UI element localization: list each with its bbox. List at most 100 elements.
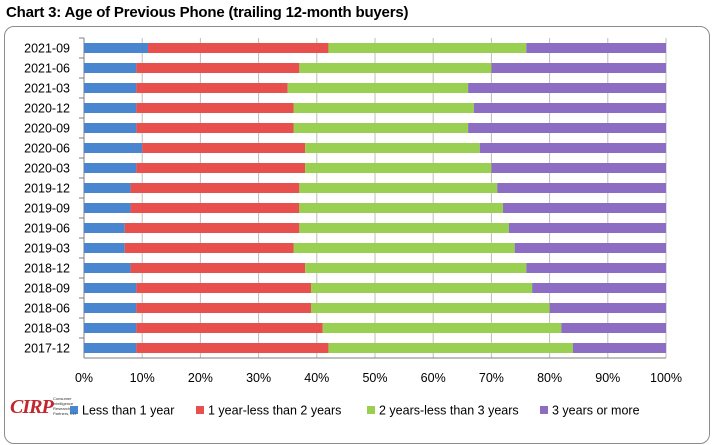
x-tick-label: 30% xyxy=(246,371,271,385)
x-tick-label: 10% xyxy=(130,371,155,385)
legend-label: Less than 1 year xyxy=(82,404,174,418)
y-tick-label: 2018-12 xyxy=(24,262,70,276)
bar-segment xyxy=(136,123,294,133)
svg-text:Research: Research xyxy=(53,406,70,411)
bar-segment xyxy=(322,323,562,333)
y-tick-label: 2021-06 xyxy=(24,62,70,76)
bar-segment xyxy=(84,183,131,193)
bar-segment xyxy=(305,263,527,273)
legend-label: 3 years or more xyxy=(552,404,640,418)
bar-segment xyxy=(148,43,329,53)
legend-label: 1 year-less than 2 years xyxy=(208,404,341,418)
svg-text:Intelligence: Intelligence xyxy=(53,401,74,406)
bar-segment xyxy=(328,343,573,353)
bar-segment xyxy=(84,263,131,273)
bar-segment xyxy=(305,143,480,153)
bar-segment xyxy=(84,223,125,233)
x-tick-label: 50% xyxy=(362,371,387,385)
y-tick-label: 2021-03 xyxy=(24,82,70,96)
y-tick-label: 2020-12 xyxy=(24,102,70,116)
bar-segment xyxy=(293,123,469,133)
y-tick-label: 2021-09 xyxy=(24,42,70,56)
bar-segment xyxy=(497,183,666,193)
bar-segment xyxy=(287,83,469,93)
bar-segment xyxy=(84,283,137,293)
y-tick-label: 2019-03 xyxy=(24,242,70,256)
y-tick-label: 2019-06 xyxy=(24,222,70,236)
legend-swatch xyxy=(540,406,548,414)
bar-segment xyxy=(84,163,137,173)
bar-segment xyxy=(136,343,329,353)
y-tick-label: 2017-12 xyxy=(24,342,70,356)
bar-segment xyxy=(572,343,666,353)
x-tick-label: 60% xyxy=(421,371,446,385)
bar-segment xyxy=(532,283,666,293)
bar-segment xyxy=(136,303,311,313)
bar-segment xyxy=(526,43,666,53)
bar-segment xyxy=(84,103,137,113)
bar-segment xyxy=(561,323,666,333)
bar-segment xyxy=(468,123,666,133)
svg-text:Consumer: Consumer xyxy=(53,396,72,401)
bar-segment xyxy=(84,203,131,213)
bar-segment xyxy=(299,223,509,233)
y-tick-label: 2018-09 xyxy=(24,282,70,296)
bar-segment xyxy=(514,243,666,253)
y-tick-label: 2020-03 xyxy=(24,162,70,176)
bar-segment xyxy=(136,103,294,113)
bar-segment xyxy=(491,163,666,173)
y-tick-label: 2018-06 xyxy=(24,302,70,316)
x-tick-label: 20% xyxy=(188,371,213,385)
bar-segment xyxy=(293,243,515,253)
bar-segment xyxy=(136,283,311,293)
bar-segment xyxy=(310,283,533,293)
legend-swatch xyxy=(367,406,375,414)
x-tick-label: 70% xyxy=(479,371,504,385)
y-tick-label: 2020-09 xyxy=(24,122,70,136)
bar-segment xyxy=(299,183,498,193)
bar-segment xyxy=(526,263,666,273)
legend-label: 2 years-less than 3 years xyxy=(379,404,519,418)
y-tick-label: 2020-06 xyxy=(24,142,70,156)
bar-segment xyxy=(130,203,300,213)
bar-segment xyxy=(299,203,504,213)
bar-segment xyxy=(549,303,666,313)
x-tick-label: 90% xyxy=(595,371,620,385)
bar-segment xyxy=(508,223,666,233)
legend-swatch xyxy=(70,406,78,414)
svg-text:Partners, LLC: Partners, LLC xyxy=(53,411,76,416)
bar-segment xyxy=(305,163,492,173)
bar-segment xyxy=(84,243,125,253)
bar-segment xyxy=(84,83,137,93)
y-tick-label: 2019-09 xyxy=(24,202,70,216)
bar-segment xyxy=(299,63,492,73)
bar-segment xyxy=(84,63,137,73)
x-tick-label: 80% xyxy=(537,371,562,385)
y-tick-label: 2018-03 xyxy=(24,322,70,336)
svg-text:CIRP: CIRP xyxy=(10,396,54,418)
bar-segment xyxy=(136,163,306,173)
bar-segment xyxy=(84,303,137,313)
x-tick-label: 0% xyxy=(75,371,93,385)
bar-segment xyxy=(473,103,666,113)
bar-segment xyxy=(84,43,149,53)
bar-segment xyxy=(503,203,666,213)
x-tick-label: 100% xyxy=(650,371,682,385)
bar-segment xyxy=(130,183,300,193)
bar-segment xyxy=(124,223,300,233)
bar-segment xyxy=(491,63,666,73)
bar-segment xyxy=(84,343,137,353)
bar-segment xyxy=(142,143,306,153)
bar-segment xyxy=(328,43,527,53)
bar-segment xyxy=(124,243,294,253)
bar-segment xyxy=(468,83,666,93)
bar-segment xyxy=(479,143,666,153)
y-tick-label: 2019-12 xyxy=(24,182,70,196)
chart-frame xyxy=(4,26,710,444)
bar-segment xyxy=(130,263,306,273)
bar-segment xyxy=(293,103,474,113)
bar-segment xyxy=(136,83,288,93)
bar-segment xyxy=(310,303,550,313)
x-tick-label: 40% xyxy=(304,371,329,385)
